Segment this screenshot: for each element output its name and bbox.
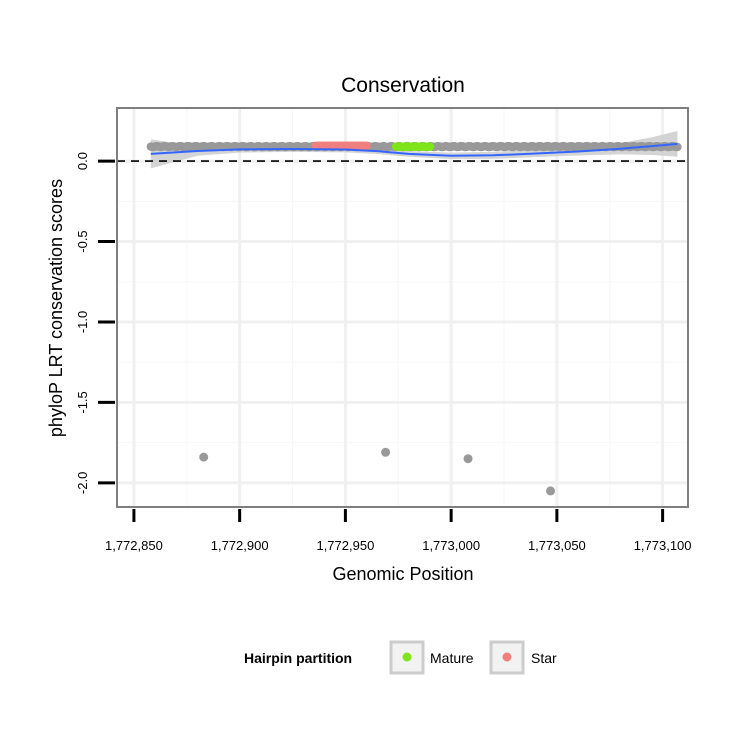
y-axis: 0.0 -0.5 -1.0 -1.5 -2.0	[75, 152, 115, 494]
chart-title: Conservation	[341, 74, 465, 97]
grid	[117, 108, 688, 507]
smooth-trend-line	[150, 142, 678, 157]
data-point-mature	[425, 142, 435, 151]
smooth-line-path	[150, 142, 678, 157]
y-tick-label: -1.5	[75, 391, 90, 413]
x-tick-label: 1,773,100	[634, 538, 692, 553]
legend-marker-star	[502, 652, 512, 662]
plot-border	[116, 107, 689, 508]
legend-label-star: Star	[531, 650, 557, 666]
plot-panel	[117, 108, 688, 507]
x-axis: 1,772,850 1,772,900 1,772,950 1,773,000 1,77…	[105, 509, 692, 553]
x-tick-label: 1,772,950	[316, 538, 374, 553]
x-tick-label: 1,772,850	[105, 538, 163, 553]
legend-label-mature: Mature	[430, 650, 474, 666]
legend-marker-mature	[402, 652, 412, 662]
y-tick-label: -0.5	[75, 230, 90, 252]
outlier-point	[463, 454, 473, 464]
outlier-point	[199, 452, 209, 462]
outlier-point	[381, 447, 391, 457]
x-tick-label: 1,773,050	[528, 538, 586, 553]
x-tick-label: 1,772,900	[211, 538, 269, 553]
outlier-point	[546, 486, 556, 496]
y-axis-title: phyloP LRT conservation scores	[46, 179, 66, 437]
y-tick-label: -2.0	[75, 472, 90, 494]
y-tick-label: -1.0	[75, 311, 90, 333]
legend-title: Hairpin partition	[244, 650, 352, 666]
legend: Hairpin partition Mature Star	[244, 640, 557, 675]
data-point-star	[362, 141, 371, 151]
x-tick-label: 1,773,000	[422, 538, 480, 553]
y-tick-label: 0.0	[75, 152, 90, 170]
x-axis-title: Genomic Position	[332, 564, 473, 584]
